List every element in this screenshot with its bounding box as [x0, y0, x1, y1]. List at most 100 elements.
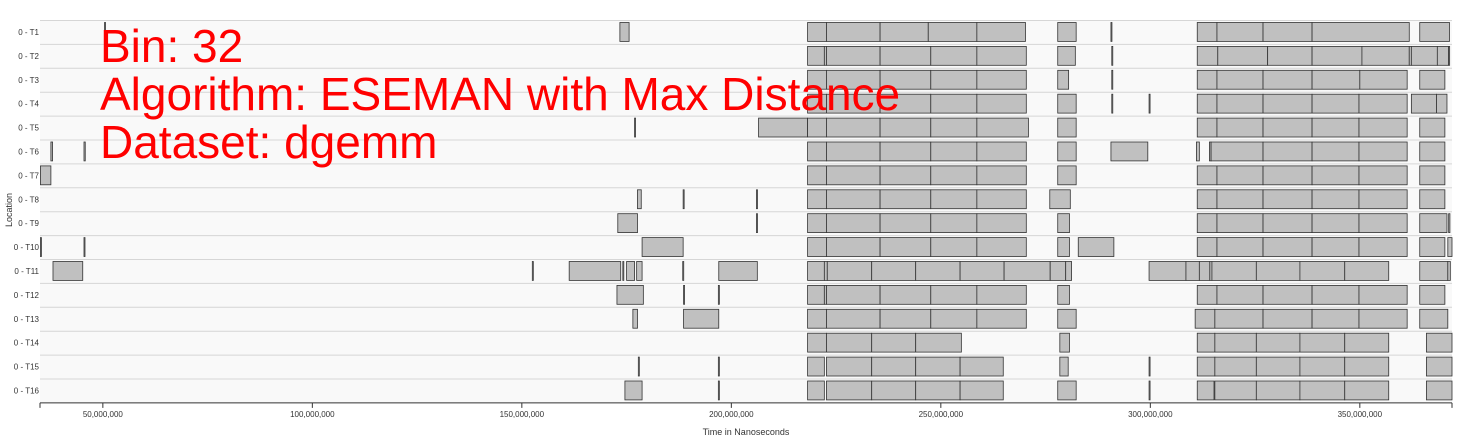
interval-bar[interactable] [1410, 93, 1437, 114]
interval-bar[interactable] [1196, 189, 1218, 210]
interval-bar[interactable] [826, 69, 881, 90]
interval-bar[interactable] [1217, 46, 1269, 66]
interval-bar[interactable] [1057, 117, 1077, 138]
interval-bar[interactable] [879, 213, 932, 233]
interval-bar[interactable] [826, 93, 881, 114]
interval-bar[interactable] [879, 237, 932, 257]
interval-bar[interactable] [617, 213, 638, 233]
interval-bar[interactable] [1419, 213, 1448, 233]
interval-bar[interactable] [717, 380, 720, 401]
interval-bar[interactable] [871, 261, 917, 281]
interval-bar[interactable] [1311, 189, 1360, 210]
interval-bar[interactable] [927, 22, 978, 42]
interval-bar[interactable] [1358, 213, 1408, 233]
interval-bar[interactable] [40, 237, 42, 257]
interval-bar[interactable] [823, 261, 828, 281]
interval-bar[interactable] [1211, 261, 1257, 281]
interval-bar[interactable] [1419, 69, 1446, 90]
interval-bar[interactable] [930, 69, 978, 90]
interval-bar[interactable] [1196, 165, 1218, 186]
interval-bar[interactable] [1299, 261, 1346, 281]
interval-bar[interactable] [1216, 69, 1264, 90]
interval-bar[interactable] [1057, 46, 1076, 66]
interval-bar[interactable] [807, 237, 827, 257]
interval-bar[interactable] [807, 261, 825, 281]
interval-bar[interactable] [1216, 284, 1264, 305]
interval-bar[interactable] [1410, 46, 1438, 66]
interval-bar[interactable] [1299, 332, 1346, 353]
interval-bar[interactable] [1448, 213, 1451, 233]
interval-bar[interactable] [1210, 141, 1264, 162]
interval-bar[interactable] [807, 380, 825, 401]
interval-bar[interactable] [807, 46, 825, 66]
interval-bar[interactable] [1148, 261, 1187, 281]
interval-bar[interactable] [959, 356, 1004, 377]
interval-bar[interactable] [1198, 261, 1211, 281]
interval-bar[interactable] [807, 22, 827, 42]
interval-bar[interactable] [1311, 117, 1360, 138]
interval-bar[interactable] [930, 141, 978, 162]
interval-bar[interactable] [807, 284, 825, 305]
interval-bar[interactable] [807, 356, 825, 377]
interval-bar[interactable] [826, 117, 881, 138]
interval-bar[interactable] [976, 46, 1027, 66]
interval-bar[interactable] [758, 117, 808, 138]
interval-bar[interactable] [826, 380, 873, 401]
interval-bar[interactable] [1358, 141, 1408, 162]
interval-bar[interactable] [1216, 117, 1264, 138]
interval-bar[interactable] [807, 213, 827, 233]
interval-bar[interactable] [1419, 308, 1449, 329]
interval-bar[interactable] [826, 237, 881, 257]
interval-bar[interactable] [1194, 308, 1216, 329]
interval-bar[interactable] [1196, 93, 1218, 114]
interval-bar[interactable] [1358, 284, 1408, 305]
interval-bar[interactable] [1196, 141, 1200, 162]
interval-bar[interactable] [1447, 237, 1453, 257]
interval-bar[interactable] [807, 117, 827, 138]
interval-bar[interactable] [626, 261, 635, 281]
interval-bar[interactable] [641, 237, 684, 257]
interval-bar[interactable] [50, 141, 53, 162]
interval-bar[interactable] [1057, 380, 1077, 401]
interval-bar[interactable] [1419, 189, 1446, 210]
interval-bar[interactable] [826, 141, 881, 162]
interval-bar[interactable] [619, 22, 630, 42]
interval-bar[interactable] [959, 261, 1005, 281]
interval-bar[interactable] [807, 308, 827, 329]
interval-bar[interactable] [1358, 189, 1408, 210]
interval-bar[interactable] [879, 46, 932, 66]
interval-bar[interactable] [616, 284, 644, 305]
interval-bar[interactable] [1216, 22, 1264, 42]
interval-bar[interactable] [1111, 69, 1114, 90]
interval-bar[interactable] [1196, 284, 1218, 305]
interval-bar[interactable] [1196, 46, 1219, 66]
interval-bar[interactable] [1436, 46, 1450, 66]
interval-bar[interactable] [1344, 356, 1390, 377]
interval-bar[interactable] [1299, 380, 1346, 401]
interval-bar[interactable] [1057, 69, 1070, 90]
interval-bar[interactable] [826, 261, 873, 281]
interval-bar[interactable] [1262, 189, 1313, 210]
interval-bar[interactable] [915, 380, 961, 401]
interval-bar[interactable] [807, 93, 827, 114]
interval-bar[interactable] [1196, 356, 1216, 377]
interval-bar[interactable] [1255, 380, 1301, 401]
interval-bar[interactable] [807, 165, 827, 186]
interval-bar[interactable] [915, 261, 961, 281]
interval-bar[interactable] [976, 213, 1027, 233]
interval-bar[interactable] [915, 332, 962, 353]
interval-bar[interactable] [52, 261, 84, 281]
interval-bar[interactable] [1057, 165, 1077, 186]
interval-bar[interactable] [1196, 22, 1218, 42]
interval-bar[interactable] [826, 356, 873, 377]
interval-bar[interactable] [871, 380, 917, 401]
interval-bar[interactable] [1255, 261, 1301, 281]
interval-bar[interactable] [871, 332, 917, 353]
interval-bar[interactable] [1262, 141, 1313, 162]
interval-bar[interactable] [1110, 141, 1149, 162]
interval-bar[interactable] [976, 237, 1027, 257]
interval-bar[interactable] [1059, 356, 1069, 377]
interval-bar[interactable] [976, 308, 1027, 329]
interval-bar[interactable] [930, 284, 978, 305]
interval-bar[interactable] [636, 261, 643, 281]
